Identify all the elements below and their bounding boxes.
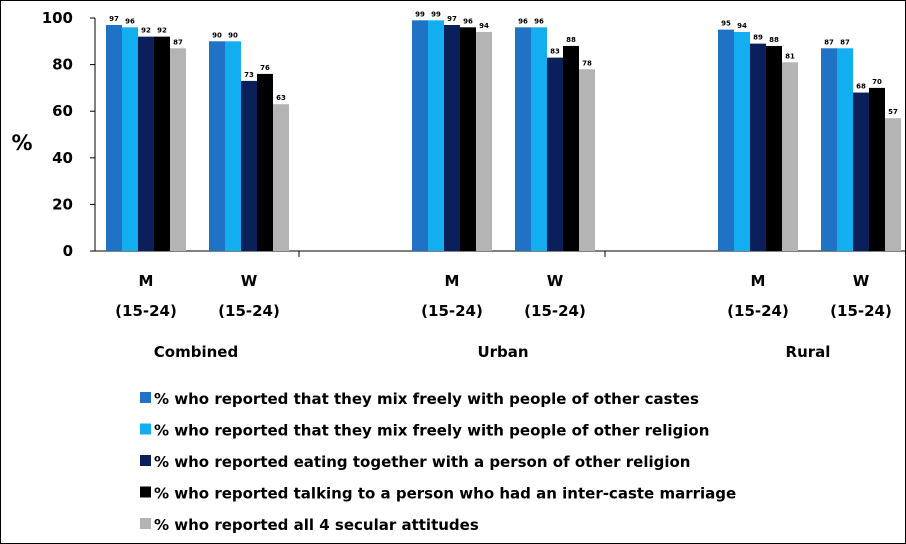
data-label: 90 (228, 31, 238, 39)
data-label: 83 (550, 48, 560, 56)
data-label: 94 (479, 22, 489, 30)
category-label: M (445, 272, 460, 290)
bar (869, 87, 885, 252)
bar (766, 45, 782, 252)
legend-swatch (140, 455, 151, 466)
y-tick-label: 100 (42, 9, 73, 27)
data-label: 81 (785, 52, 795, 60)
data-label: 92 (141, 27, 151, 35)
y-tick-label: 60 (52, 102, 73, 120)
group-label: Combined (154, 343, 238, 361)
bar (782, 62, 798, 251)
data-label: 97 (447, 15, 457, 23)
bar (718, 29, 734, 252)
legend-label: % who reported that they mix freely with… (154, 422, 709, 440)
data-label: 76 (260, 64, 270, 72)
data-label: 63 (276, 94, 286, 102)
bar (515, 27, 531, 251)
category-sublabel: (15-24) (218, 302, 280, 320)
bar (460, 27, 476, 251)
legend-swatch (140, 392, 151, 403)
bar (170, 48, 186, 251)
bar (734, 31, 750, 252)
bar (241, 80, 257, 251)
data-label: 78 (582, 59, 592, 67)
y-tick-label: 0 (63, 242, 73, 260)
y-tick-label: 20 (52, 195, 73, 213)
data-label: 88 (566, 36, 576, 44)
bar (428, 20, 444, 251)
y-tick-label: 40 (52, 149, 73, 167)
data-label: 87 (840, 38, 850, 46)
bar (750, 43, 766, 251)
bar (885, 118, 901, 251)
category-label: W (547, 272, 564, 290)
bar (122, 27, 138, 251)
data-label: 96 (518, 17, 528, 25)
legend-swatch (140, 518, 151, 529)
bar (853, 92, 869, 251)
data-label: 96 (125, 17, 135, 25)
bar (257, 73, 273, 251)
bar (476, 31, 492, 252)
bar (837, 48, 853, 251)
y-axis-label: % (11, 131, 32, 155)
data-label: 57 (888, 108, 898, 116)
category-label: W (853, 272, 870, 290)
bar (412, 20, 428, 251)
bar (444, 24, 460, 251)
y-tick-label: 80 (52, 56, 73, 74)
bar (531, 27, 547, 251)
bar (225, 41, 241, 251)
group-label: Urban (477, 343, 528, 361)
legend-label: % who reported eating together with a pe… (154, 453, 690, 471)
data-label: 87 (173, 38, 183, 46)
data-label: 95 (721, 20, 731, 28)
bar (579, 69, 595, 251)
bar (106, 24, 122, 251)
category-label: M (751, 272, 766, 290)
data-label: 92 (157, 27, 167, 35)
bar (209, 41, 225, 251)
bar (821, 48, 837, 251)
data-label: 88 (769, 36, 779, 44)
data-label: 96 (463, 17, 473, 25)
data-label: 70 (872, 78, 882, 86)
data-label: 96 (534, 17, 544, 25)
data-label: 68 (856, 83, 866, 91)
category-sublabel: (15-24) (524, 302, 586, 320)
data-label: 94 (737, 22, 747, 30)
legend-label: % who reported all 4 secular attitudes (154, 516, 479, 534)
category-sublabel: (15-24) (727, 302, 789, 320)
bar (563, 45, 579, 252)
data-label: 89 (753, 34, 763, 42)
legend-swatch (140, 423, 151, 435)
bar (138, 36, 154, 251)
legend-label: % who reported talking to a person who h… (154, 485, 736, 503)
group-label: Rural (786, 343, 831, 361)
data-label: 97 (109, 15, 119, 23)
category-sublabel: (15-24) (421, 302, 483, 320)
category-sublabel: (15-24) (830, 302, 892, 320)
category-label: W (241, 272, 258, 290)
data-label: 73 (244, 71, 254, 79)
data-label: 90 (212, 31, 222, 39)
category-label: M (139, 272, 154, 290)
bar (154, 36, 170, 251)
legend-swatch (140, 486, 151, 498)
category-sublabel: (15-24) (115, 302, 177, 320)
legend-label: % who reported that they mix freely with… (154, 390, 699, 408)
bar (547, 57, 563, 251)
data-label: 99 (415, 10, 425, 18)
data-label: 99 (431, 10, 441, 18)
data-label: 87 (824, 38, 834, 46)
bar (273, 104, 289, 252)
